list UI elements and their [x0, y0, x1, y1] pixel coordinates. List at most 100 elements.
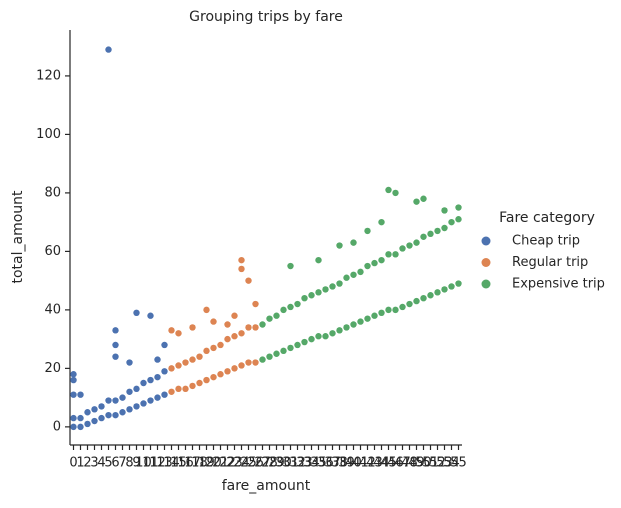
- x-tick-label: 7: [118, 456, 126, 471]
- point: [434, 289, 441, 296]
- point: [420, 195, 427, 202]
- point: [245, 359, 252, 366]
- y-tick-label: 20: [44, 361, 61, 376]
- x-tick-label: 2: [83, 456, 91, 471]
- x-tick-label: 18: [191, 456, 208, 471]
- x-tick-label: 3: [90, 456, 98, 471]
- x-tick-label: 52: [429, 456, 446, 471]
- point: [448, 218, 455, 226]
- y-tick-label: 40: [44, 302, 61, 317]
- x-tick-label: 43: [366, 456, 383, 471]
- point: [420, 233, 427, 240]
- x-tick-label: 20: [205, 456, 222, 471]
- point: [196, 353, 203, 360]
- point: [336, 242, 343, 249]
- x-tick-label: 44: [373, 456, 390, 471]
- point: [70, 423, 77, 431]
- point: [91, 406, 98, 413]
- x-tick-label: 41: [352, 456, 369, 471]
- point: [126, 388, 133, 395]
- point: [70, 371, 77, 378]
- point: [133, 309, 140, 317]
- x-tick-label: 6: [111, 456, 119, 471]
- x-tick-label: 32: [289, 456, 306, 471]
- point: [168, 388, 175, 395]
- point: [147, 397, 154, 404]
- point: [231, 312, 238, 319]
- point: [98, 414, 105, 422]
- point: [259, 321, 266, 328]
- point: [350, 321, 357, 328]
- point: [357, 268, 364, 276]
- point: [392, 306, 399, 314]
- point: [147, 312, 154, 319]
- x-tick-label: 26: [247, 456, 264, 471]
- point: [189, 324, 196, 331]
- x-tick-label: 29: [268, 456, 285, 471]
- y-tick-label: 80: [44, 185, 61, 200]
- point: [434, 227, 441, 235]
- x-tick-label: 48: [401, 456, 418, 471]
- point: [315, 256, 322, 264]
- point: [210, 373, 217, 381]
- x-tick-label: 30: [275, 456, 292, 471]
- legend-label: Expensive trip: [512, 277, 605, 292]
- point: [91, 417, 98, 425]
- point: [399, 245, 406, 252]
- point: [315, 289, 322, 296]
- x-tick-label: 10: [135, 456, 152, 471]
- point: [287, 303, 294, 311]
- x-tick-label: 11: [142, 456, 159, 471]
- point: [266, 353, 273, 360]
- point: [161, 368, 168, 375]
- x-tick-label: 21: [212, 456, 229, 471]
- point: [238, 265, 245, 273]
- x-tick-label: 50: [415, 456, 432, 471]
- legend-label: Regular trip: [512, 255, 588, 270]
- x-tick-label: 47: [394, 456, 411, 471]
- x-tick-label: 55: [450, 456, 467, 471]
- point: [413, 297, 420, 305]
- point: [224, 321, 231, 328]
- point: [294, 341, 301, 349]
- point: [203, 376, 210, 384]
- point: [112, 411, 119, 419]
- point: [70, 414, 77, 422]
- point: [161, 341, 168, 349]
- x-tick-label: 24: [233, 456, 250, 471]
- x-tick-label: 49: [408, 456, 425, 471]
- point: [189, 356, 196, 363]
- legend-marker: [481, 258, 491, 267]
- legend-label: Cheap trip: [512, 234, 580, 249]
- x-tick-label: 54: [443, 456, 460, 471]
- point: [378, 256, 385, 264]
- x-tick-label: 39: [338, 456, 355, 471]
- x-tick-label: 12: [149, 456, 166, 471]
- point: [287, 344, 294, 352]
- point: [413, 198, 420, 205]
- point: [168, 365, 175, 372]
- point: [343, 274, 350, 281]
- point: [280, 347, 287, 355]
- point: [441, 224, 448, 232]
- point: [238, 256, 245, 264]
- point: [217, 341, 224, 349]
- point: [168, 327, 175, 334]
- point: [455, 216, 462, 223]
- point: [336, 280, 343, 287]
- point: [154, 394, 161, 401]
- point: [112, 397, 119, 404]
- point: [217, 371, 224, 378]
- point: [140, 400, 147, 407]
- point: [203, 306, 210, 314]
- x-tick-label: 9: [132, 456, 140, 471]
- point: [364, 227, 371, 235]
- point: [252, 324, 259, 331]
- point: [175, 385, 182, 393]
- point: [441, 207, 448, 214]
- point: [231, 333, 238, 340]
- point: [364, 315, 371, 322]
- x-tick-label: 23: [226, 456, 243, 471]
- x-tick-label: 31: [282, 456, 299, 471]
- point: [322, 333, 329, 340]
